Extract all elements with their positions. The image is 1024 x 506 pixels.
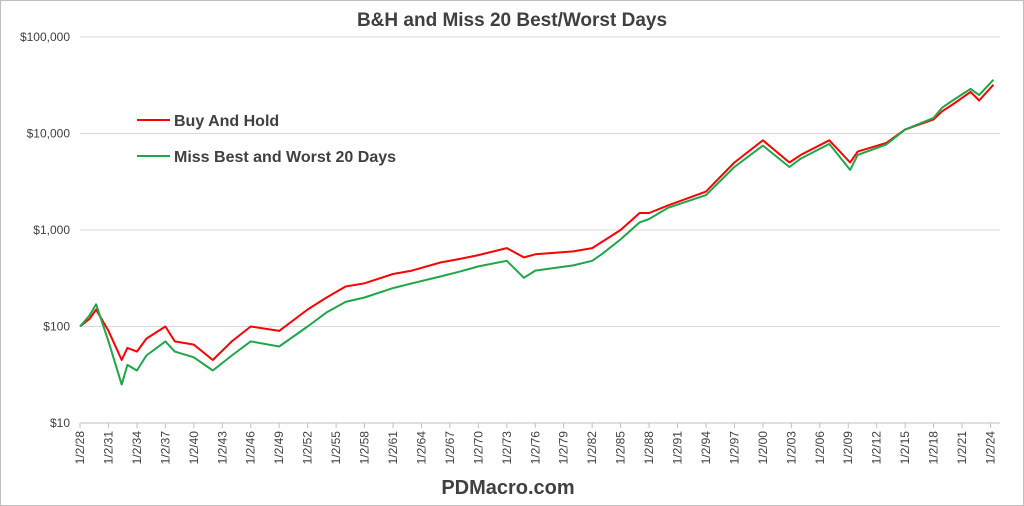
x-tick-label: 1/2/97: [727, 431, 741, 465]
x-tick-label: 1/2/70: [471, 431, 485, 465]
x-tick-label: 1/2/06: [813, 431, 827, 465]
legend-label: Miss Best and Worst 20 Days: [174, 149, 396, 166]
x-tick-label: 1/2/00: [756, 431, 770, 465]
x-tick-label: 1/2/31: [101, 431, 115, 465]
footer-watermark: PDMacro.com: [441, 477, 574, 499]
x-tick-label: 1/2/24: [984, 431, 998, 465]
x-tick-label: 1/2/09: [841, 431, 855, 465]
y-tick-label: $100,000: [20, 30, 70, 44]
x-tick-label: 1/2/82: [585, 431, 599, 465]
x-tick-label: 1/2/28: [73, 431, 87, 465]
x-tick-label: 1/2/34: [130, 431, 144, 465]
x-tick-label: 1/2/61: [386, 431, 400, 465]
x-tick-label: 1/2/55: [329, 431, 343, 465]
series-line-buy-and-hold: [79, 84, 995, 361]
x-tick-label: 1/2/73: [500, 431, 514, 465]
y-tick-label: $1,000: [33, 223, 70, 237]
x-tick-label: 1/2/21: [955, 431, 969, 465]
x-tick-label: 1/2/40: [187, 431, 201, 465]
y-tick-label: $10,000: [27, 127, 71, 141]
legend-label: Buy And Hold: [174, 113, 279, 130]
x-tick-label: 1/2/85: [614, 431, 628, 465]
gridlines: [80, 36, 1000, 424]
x-tick-label: 1/2/58: [358, 431, 372, 465]
x-tick-label: 1/2/91: [671, 431, 685, 465]
x-tick-label: 1/2/49: [272, 431, 286, 465]
series-line-miss-best-worst: [79, 79, 995, 386]
x-tick-label: 1/2/67: [443, 431, 457, 465]
x-axis: 1/2/28 1/2/31 1/2/34 1/2/37 1/2/40 1/2/43 1/2/…: [73, 422, 1000, 465]
x-tick-label: 1/2/15: [898, 431, 912, 465]
x-tick-label: 1/2/37: [158, 431, 172, 465]
x-tick-label: 1/2/79: [557, 431, 571, 465]
x-tick-label: 1/2/46: [244, 431, 258, 465]
x-tick-label: 1/2/76: [528, 431, 542, 465]
x-tick-label: 1/2/52: [301, 431, 315, 465]
x-tick-label: 1/2/64: [414, 431, 428, 465]
chart-title: B&H and Miss 20 Best/Worst Days: [357, 10, 667, 31]
y-tick-label: $10: [50, 416, 70, 430]
x-tick-label: 1/2/88: [642, 431, 656, 465]
x-tick-label: 1/2/18: [927, 431, 941, 465]
x-tick-label: 1/2/43: [215, 431, 229, 465]
x-tick-label: 1/2/12: [870, 431, 884, 465]
legend: Buy And Hold Miss Best and Worst 20 Days: [137, 113, 396, 166]
y-tick-label: $100: [43, 320, 70, 334]
y-axis-ticks: $10 $100 $1,000 $10,000 $100,000: [20, 30, 70, 430]
x-tick-label: 1/2/94: [699, 431, 713, 465]
series-lines: [79, 79, 995, 386]
x-tick-label: 1/2/03: [784, 431, 798, 465]
